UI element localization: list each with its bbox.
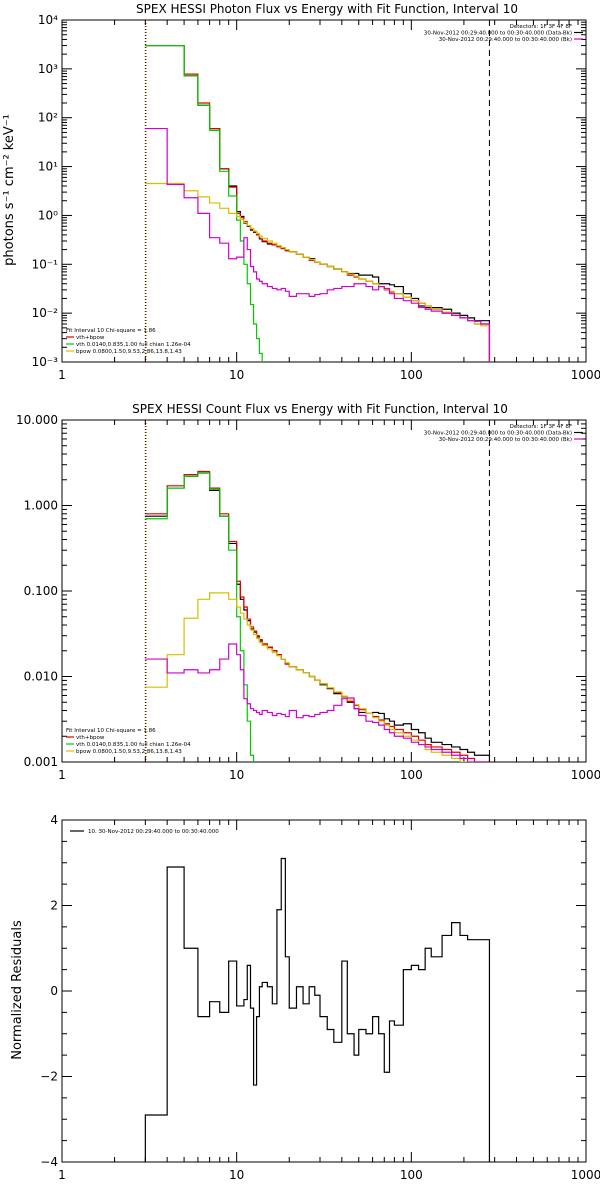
y-tick-label: −4 bbox=[40, 1155, 58, 1169]
series-vth bbox=[145, 472, 491, 762]
x-tick-label: 10 bbox=[229, 1168, 244, 1182]
x-tick-label: 1000 bbox=[571, 768, 600, 782]
legend-left-text: bpow 0.0800,1.50,9.53,2.86,13.8,1.43 bbox=[76, 349, 182, 355]
y-tick-label: 10⁴ bbox=[38, 13, 58, 27]
y-tick-label: −2 bbox=[40, 1070, 58, 1084]
x-tick-label: 1000 bbox=[571, 1168, 600, 1182]
photon-flux-title: SPEX HESSI Photon Flux vs Energy with Fi… bbox=[136, 2, 518, 16]
legend-right-text: Detectors: 1F 3F 4F 8F bbox=[510, 424, 572, 430]
y-tick-label: 0 bbox=[50, 984, 58, 998]
count-flux-title: SPEX HESSI Count Flux vs Energy with Fit… bbox=[132, 402, 508, 416]
x-tick-label: 100 bbox=[400, 368, 423, 382]
photon-flux-panel: SPEX HESSI Photon Flux vs Energy with Fi… bbox=[2, 2, 600, 382]
y-tick-label: 10⁻² bbox=[32, 306, 59, 320]
y-tick-label: 1.000 bbox=[24, 499, 58, 513]
legend-right-text: 30-Nov-2012 00:29:40.000 to 00:30:40.000… bbox=[424, 431, 572, 437]
y-tick-label: 0.100 bbox=[24, 584, 58, 598]
legend-left-text: bpow 0.0800,1.50,9.53,2.86,13.8,1.43 bbox=[76, 749, 182, 755]
x-tick-label: 1000 bbox=[571, 368, 600, 382]
x-tick-label: 10 bbox=[229, 768, 244, 782]
legend-left-text: vth 0.0140,0.835,1.00 full chian 1.26e-0… bbox=[76, 742, 191, 748]
series-total bbox=[144, 857, 491, 1162]
legend-right-text: Detectors: 1F 3F 4F 8F bbox=[510, 24, 572, 30]
y-tick-label: 10³ bbox=[38, 62, 58, 76]
legend-right-text: 30-Nov-2012 00:29:40.000 to 00:30:40.000… bbox=[439, 437, 572, 443]
y-tick-label: 0.001 bbox=[24, 755, 58, 769]
series-bk bbox=[145, 643, 490, 762]
legend-left-text: vth+bpow bbox=[76, 335, 105, 341]
plot-frame bbox=[61, 19, 587, 363]
residuals-panel: Normalized Residuals 1 10 100 1000 −4 −2 0 2 4 10… bbox=[10, 813, 600, 1182]
y-tick-label: 4 bbox=[50, 813, 58, 827]
y-tick-label: 10.000 bbox=[16, 413, 58, 427]
x-tick-label: 100 bbox=[400, 1168, 423, 1182]
y-tick-label: 10⁰ bbox=[38, 208, 58, 222]
count-flux-panel: SPEX HESSI Count Flux vs Energy with Fit… bbox=[16, 402, 600, 782]
x-tick-label: 100 bbox=[400, 768, 423, 782]
legend-left-text: Fit Interval 10 Chi-square = 1.86 bbox=[66, 728, 156, 734]
series-bpow bbox=[145, 182, 491, 362]
x-tick-label: 1 bbox=[58, 368, 66, 382]
y-tick-label: 10⁻³ bbox=[32, 355, 59, 369]
series-bk bbox=[145, 127, 491, 362]
legend-left-text: vth 0.0140,0.835,1.00 full chian 1.26e-0… bbox=[76, 342, 191, 348]
series-vth bbox=[145, 44, 491, 362]
legend-left-text: vth+bpow bbox=[76, 735, 105, 741]
legend-left-text: Fit Interval 10 Chi-square = 1.86 bbox=[66, 328, 156, 334]
y-tick-label: 10⁻¹ bbox=[32, 257, 59, 271]
x-tick-label: 1 bbox=[58, 1168, 66, 1182]
y-tick-label: 10² bbox=[38, 111, 58, 125]
legend-right-text: 30-Nov-2012 00:29:40.000 to 00:30:40.000… bbox=[424, 31, 572, 37]
residuals-y-label: Normalized Residuals bbox=[10, 920, 25, 1060]
x-tick-label: 1 bbox=[58, 768, 66, 782]
legend-right-text: 30-Nov-2012 00:29:40.000 to 00:30:40.000… bbox=[439, 37, 572, 43]
legend-top-text: 10. 30-Nov-2012 00:29:40.000 to 00:30:40… bbox=[88, 829, 219, 835]
photon-flux-y-label: photons s⁻¹ cm⁻² keV⁻¹ bbox=[2, 114, 17, 266]
y-tick-label: 2 bbox=[50, 899, 58, 913]
y-tick-label: 0.010 bbox=[24, 670, 58, 684]
y-tick-label: 10¹ bbox=[38, 160, 58, 174]
x-tick-label: 10 bbox=[229, 368, 244, 382]
